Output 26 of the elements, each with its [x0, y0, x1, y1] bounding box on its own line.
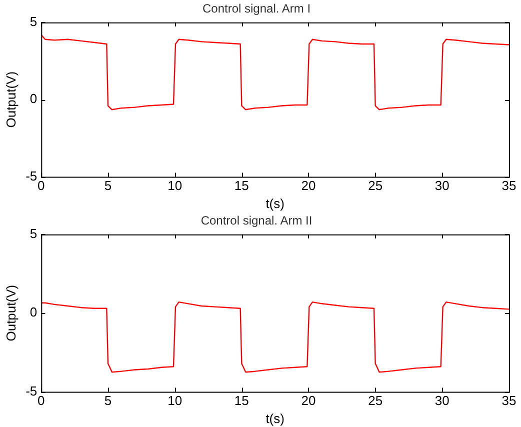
chart-title: Control signal. Arm II	[200, 214, 312, 228]
x-tick-label: 5	[104, 393, 112, 408]
x-tick-label: 10	[168, 178, 182, 194]
y-axis-title: Output(V)	[3, 284, 18, 342]
x-tick-label: 30	[434, 178, 450, 194]
y-tick-label: -5	[26, 168, 38, 184]
x-tick-label: 25	[368, 393, 383, 408]
y-tick-label: 5	[30, 226, 38, 241]
chart-title: Control signal. Arm I	[202, 2, 311, 16]
x-tick-label: 5	[104, 178, 112, 194]
y-axis-title: Output(V)	[3, 71, 18, 128]
y-tick-label: 5	[30, 14, 38, 29]
x-tick-label: 35	[502, 393, 516, 408]
x-tick-label: 25	[368, 178, 383, 194]
x-tick-label: 15	[234, 178, 249, 194]
x-tick-label: 35	[502, 178, 516, 194]
x-tick-label: 10	[168, 393, 182, 408]
y-tick-label: -5	[26, 383, 38, 398]
x-axis-title: t(s)	[266, 196, 284, 211]
x-tick-label: 15	[234, 393, 249, 408]
y-tick-label: 0	[30, 304, 38, 320]
x-tick-label: 20	[301, 393, 316, 408]
x-tick-label: 20	[301, 178, 316, 194]
x-tick-label: 30	[434, 393, 450, 408]
y-tick-label: 0	[30, 91, 38, 106]
x-axis-title: t(s)	[266, 410, 284, 426]
